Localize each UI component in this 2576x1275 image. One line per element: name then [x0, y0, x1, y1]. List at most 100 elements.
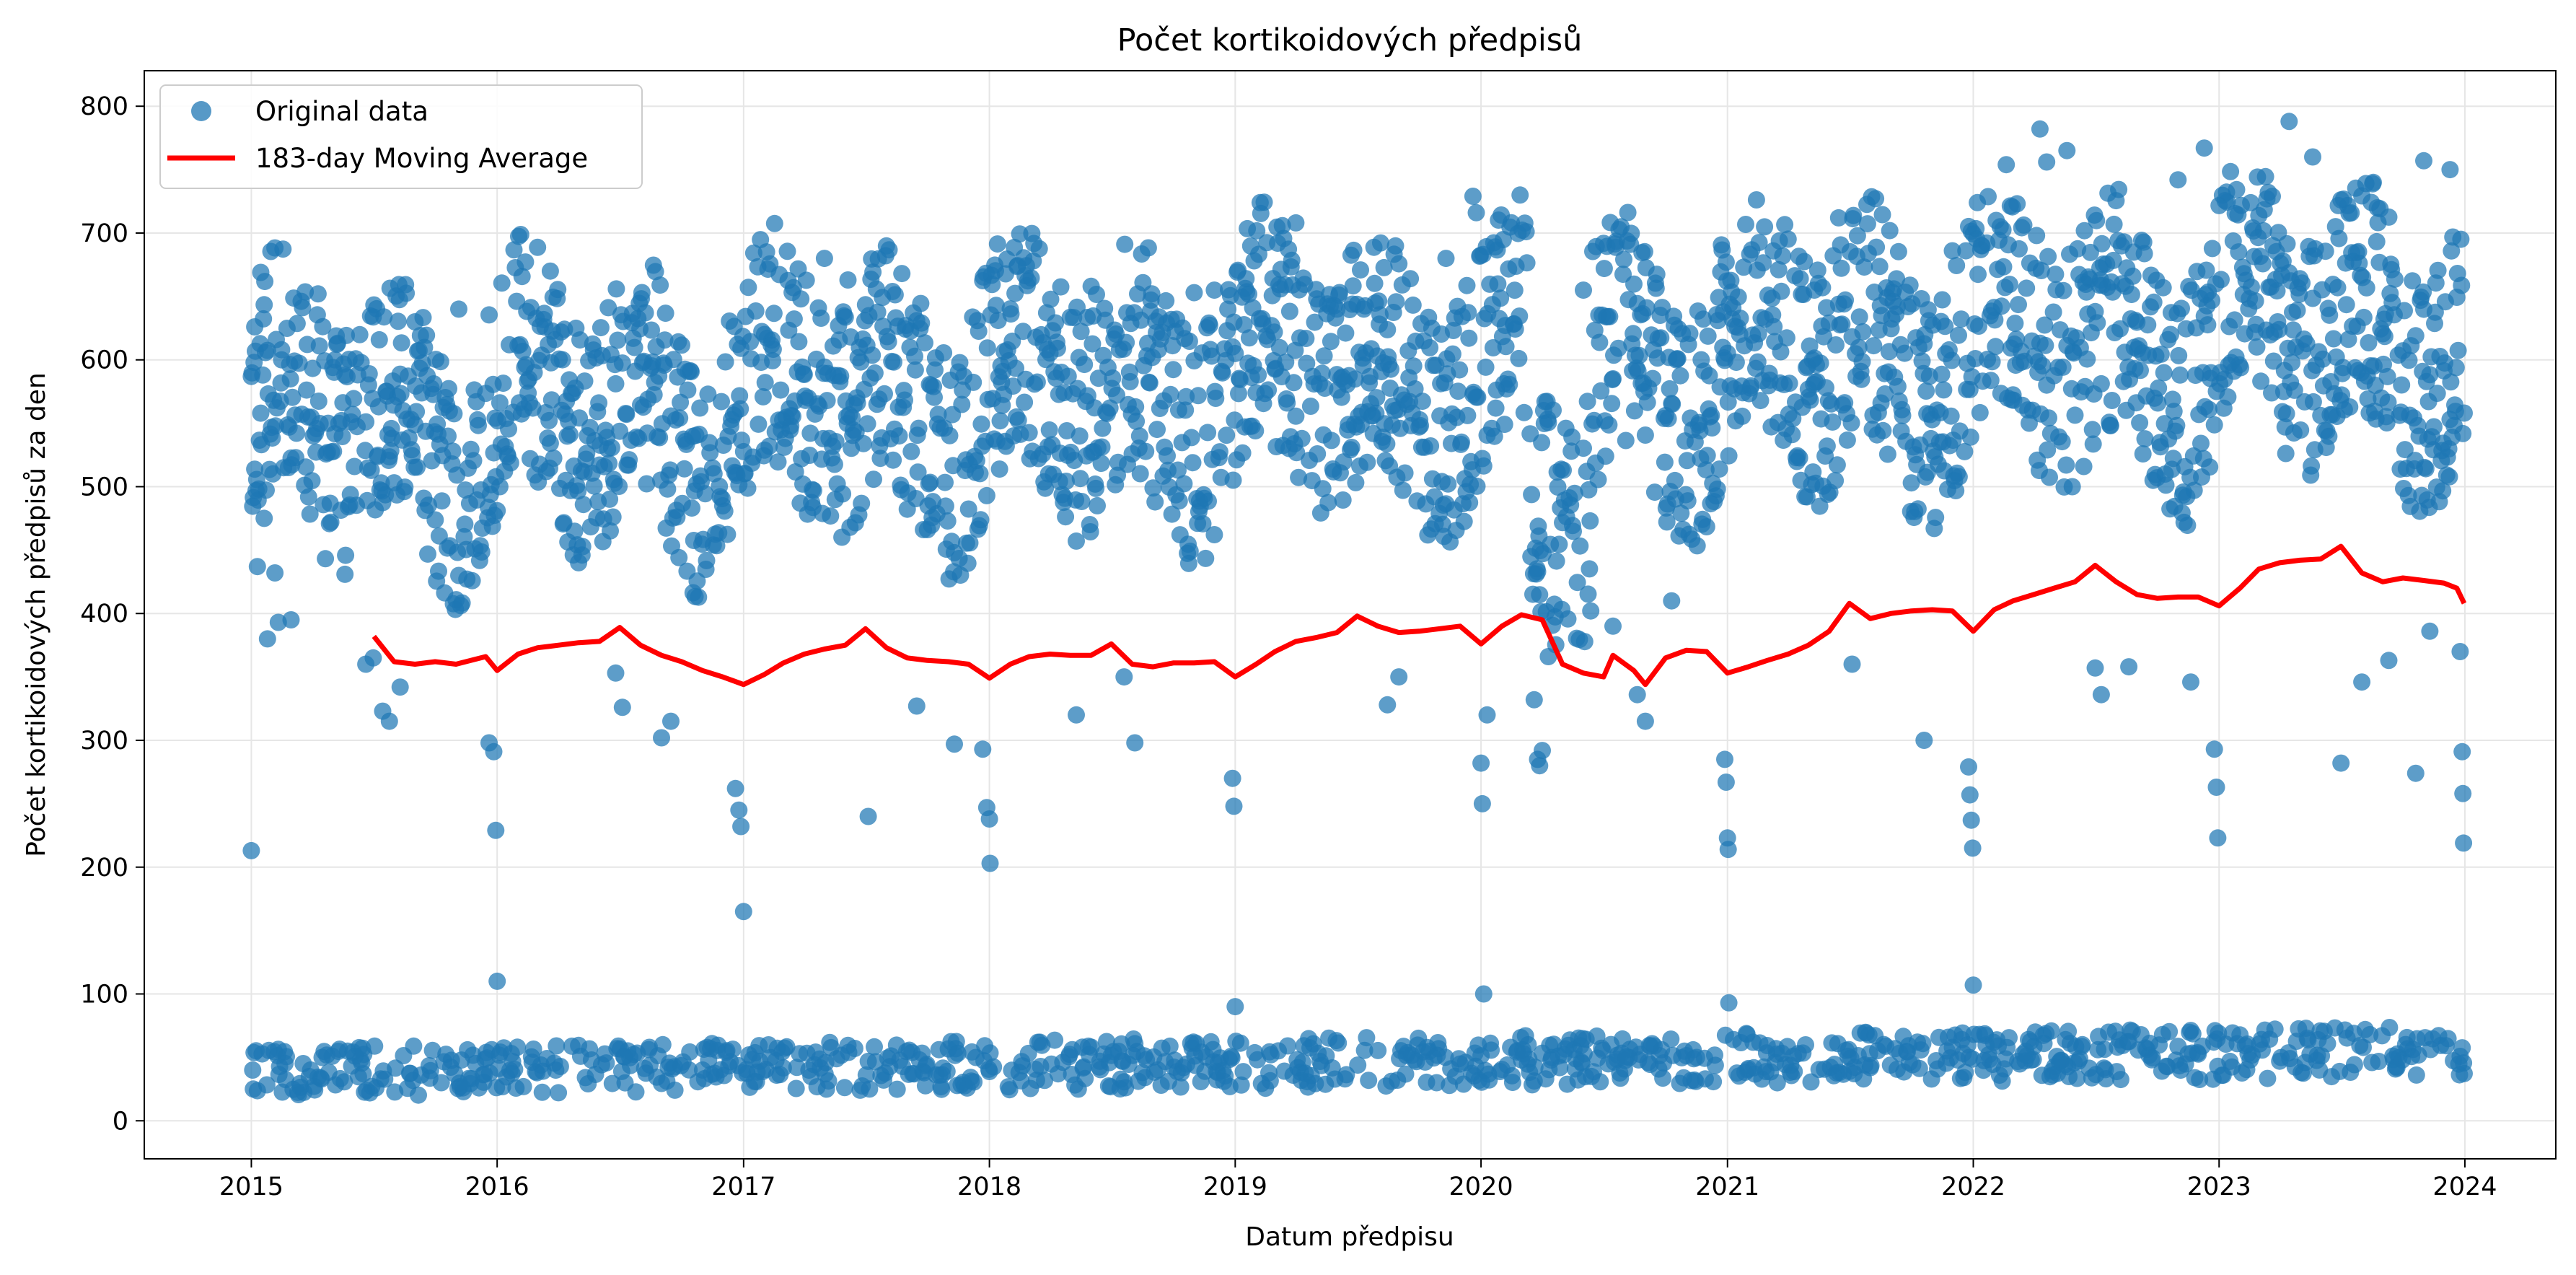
data-point: [2440, 468, 2458, 486]
data-point: [885, 353, 902, 371]
data-point: [972, 511, 990, 529]
data-point: [258, 1076, 276, 1094]
data-point: [1591, 1073, 1609, 1091]
x-tick-label: 2018: [957, 1173, 1021, 1201]
data-point: [977, 486, 995, 504]
data-point: [987, 297, 1005, 315]
data-point: [2182, 673, 2199, 691]
data-point: [1346, 370, 1364, 388]
data-point: [1337, 1066, 1355, 1084]
data-point: [1756, 218, 1774, 236]
data-point: [2203, 292, 2220, 310]
data-point: [392, 334, 410, 352]
data-point: [1579, 585, 1597, 603]
data-point: [664, 351, 682, 369]
data-point: [1117, 1079, 1135, 1097]
data-point: [971, 465, 989, 483]
data-point: [1865, 337, 1883, 355]
data-point: [668, 508, 686, 526]
data-point: [2378, 414, 2396, 431]
data-point: [1265, 323, 1283, 341]
data-point: [1671, 367, 1689, 385]
data-point: [541, 434, 559, 452]
data-point: [896, 391, 913, 409]
data-point: [255, 509, 273, 527]
data-point: [961, 534, 979, 552]
data-point: [627, 1083, 645, 1101]
data-point: [457, 481, 475, 499]
data-point: [335, 1073, 353, 1091]
data-point: [756, 374, 774, 392]
data-point: [387, 1059, 405, 1077]
data-point: [879, 333, 897, 351]
data-point: [551, 1058, 569, 1075]
data-point: [2139, 316, 2157, 334]
data-point: [2254, 222, 2272, 240]
data-point: [2205, 416, 2223, 434]
data-point: [617, 406, 636, 424]
data-point: [886, 286, 904, 304]
data-point: [1630, 346, 1648, 364]
data-point: [258, 630, 276, 648]
data-point: [1379, 696, 1397, 714]
data-point: [1647, 279, 1665, 297]
data-point: [1223, 1049, 1241, 1066]
data-point: [785, 310, 803, 328]
x-tick-label: 2017: [711, 1173, 775, 1201]
data-point: [980, 810, 998, 828]
data-point: [2203, 240, 2221, 258]
data-point: [2339, 330, 2357, 349]
data-point: [792, 290, 810, 308]
data-point: [1449, 382, 1467, 400]
data-point: [1109, 466, 1126, 484]
data-point: [1210, 443, 1228, 461]
data-point: [366, 1037, 384, 1055]
data-point: [1710, 460, 1728, 478]
data-point: [2453, 276, 2471, 294]
data-point: [1234, 444, 1252, 462]
data-point: [1581, 560, 1599, 578]
data-point: [1071, 470, 1089, 488]
data-point: [2303, 457, 2321, 475]
data-point: [2169, 171, 2187, 189]
data-point: [362, 461, 380, 479]
data-point: [2453, 1039, 2471, 1057]
data-point: [2207, 779, 2225, 796]
data-point: [1139, 239, 1157, 257]
data-point: [1575, 633, 1593, 651]
data-point: [1881, 222, 1899, 240]
data-point: [2057, 456, 2075, 474]
data-point: [1068, 532, 1085, 550]
data-point: [1355, 1041, 1373, 1059]
data-point: [2136, 430, 2154, 448]
data-point: [2414, 283, 2432, 301]
data-point: [1394, 481, 1412, 499]
data-point: [1082, 1038, 1100, 1056]
data-point: [866, 1038, 883, 1056]
data-point: [795, 366, 813, 383]
data-point: [1455, 512, 1473, 530]
data-point: [1596, 447, 1614, 465]
data-point: [1224, 471, 1242, 489]
data-point: [1913, 352, 1931, 370]
data-point: [590, 394, 608, 412]
data-point: [1413, 393, 1431, 411]
data-point: [661, 461, 680, 479]
data-point: [2425, 418, 2443, 436]
scatter-points: [242, 113, 2473, 1104]
data-point: [2242, 193, 2260, 211]
data-point: [1600, 416, 1618, 434]
data-point: [2442, 373, 2460, 391]
data-point: [906, 347, 923, 365]
data-point: [602, 439, 620, 457]
data-point: [2406, 327, 2425, 345]
data-point: [730, 801, 748, 819]
data-point: [1290, 468, 1308, 486]
data-point: [2165, 403, 2183, 421]
data-point: [2024, 1051, 2042, 1069]
data-point: [869, 303, 887, 321]
data-point: [1104, 369, 1122, 387]
data-point: [266, 564, 284, 582]
data-point: [933, 1080, 951, 1098]
data-point: [670, 548, 688, 566]
